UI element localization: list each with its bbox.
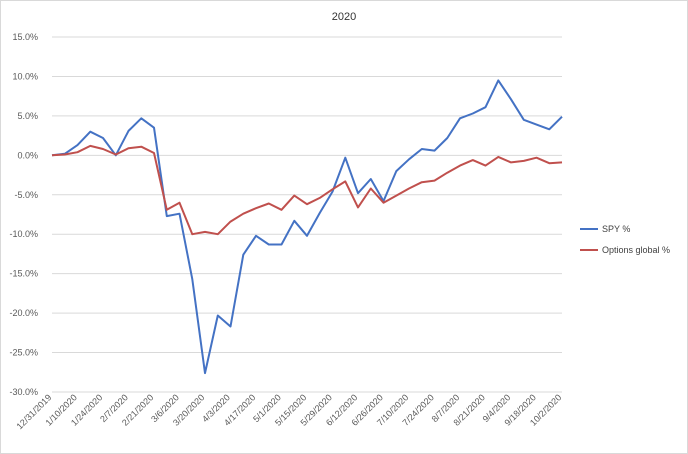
chart-legend: SPY % Options global % xyxy=(580,222,670,264)
y-tick-label: 5.0% xyxy=(17,111,38,121)
legend-swatch xyxy=(580,248,598,251)
y-tick-label: -20.0% xyxy=(9,308,38,318)
legend-label: SPY % xyxy=(602,223,631,234)
y-tick-label: 15.0% xyxy=(12,32,38,42)
series-line-2 xyxy=(51,144,563,236)
y-tick-label: -5.0% xyxy=(14,190,38,200)
legend-item: Options global % xyxy=(580,243,670,256)
y-tick-label: -30.0% xyxy=(9,387,38,397)
legend-swatch xyxy=(580,227,598,230)
y-tick-label: -10.0% xyxy=(9,229,38,239)
y-tick-label: 0.0% xyxy=(17,150,38,160)
y-tick-label: -15.0% xyxy=(9,269,38,279)
legend-label: Options global % xyxy=(602,244,671,255)
y-tick-label: 10.0% xyxy=(12,71,38,81)
series-line-1 xyxy=(51,79,563,375)
y-tick-label: -25.0% xyxy=(9,348,38,358)
chart-title: 2020 xyxy=(331,11,357,23)
legend-item: SPY % xyxy=(580,222,670,235)
